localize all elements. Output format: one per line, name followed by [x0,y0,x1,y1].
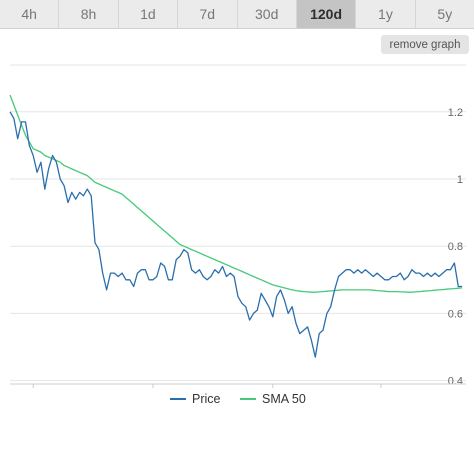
tab-1d[interactable]: 1d [118,0,179,29]
tab-30d[interactable]: 30d [237,0,297,29]
legend-label-sma50: SMA 50 [262,392,306,406]
series-line-sma50 [9,94,463,293]
legend-item-price[interactable]: Price [170,392,220,406]
y-tick-label: 1.2 [448,107,463,119]
tab-120d[interactable]: 120d [296,0,357,29]
tab-4h[interactable]: 4h [0,0,60,29]
price-chart: 0.40.60.811.2Dec '25Jan '26Feb '26Mar '2… [9,64,466,388]
tab-5y[interactable]: 5y [415,0,474,29]
legend-swatch-sma50 [240,398,256,400]
tab-8h[interactable]: 8h [59,0,119,29]
legend-label-price: Price [192,392,221,406]
tab-7d[interactable]: 7d [178,0,238,29]
chart-legend: Price SMA 50 [0,392,474,410]
legend-swatch-price [170,398,186,400]
tab-1y[interactable]: 1y [356,0,416,29]
y-tick-label: 1 [457,174,463,186]
timeframe-tabs: 4h 8h 1d 7d 30d 120d 1y 5y [0,0,474,30]
legend-item-sma50[interactable]: SMA 50 [240,392,306,406]
y-tick-label: 0.4 [448,376,463,388]
series-line-price [9,111,463,358]
remove-graph-button[interactable]: remove graph [381,35,469,54]
y-tick-label: 0.6 [448,308,463,320]
y-tick-label: 0.8 [448,241,463,253]
